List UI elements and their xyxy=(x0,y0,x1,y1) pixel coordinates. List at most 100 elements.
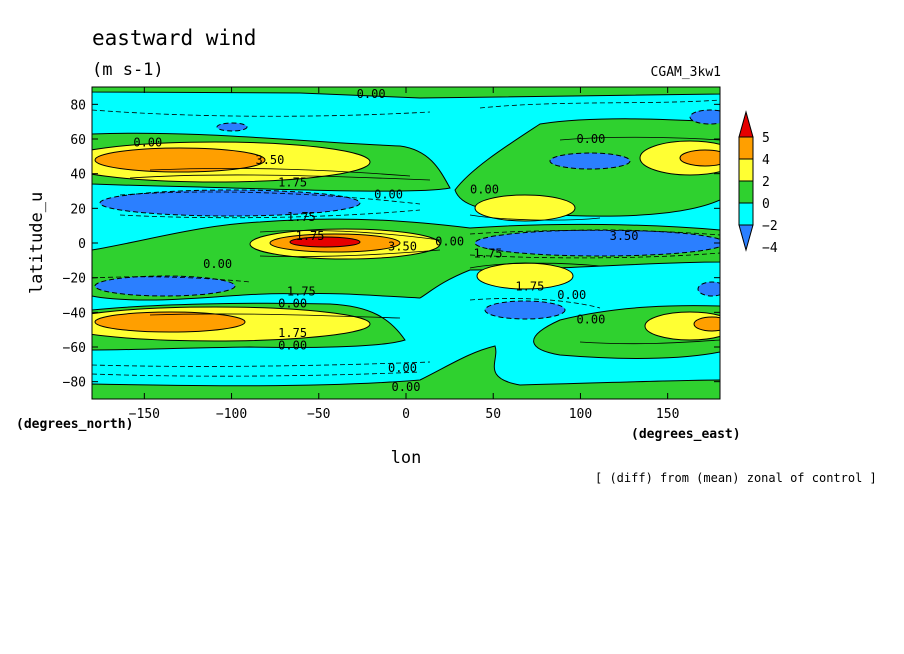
contour-label: 0.00 xyxy=(133,135,162,149)
sh-east-max xyxy=(693,316,720,332)
nh-west-max xyxy=(94,147,266,173)
contour-label: 3.50 xyxy=(388,239,417,253)
y-tick-label: 20 xyxy=(70,202,86,217)
south-pole-band xyxy=(92,345,720,399)
se-easterly xyxy=(697,281,720,297)
sh-west-max xyxy=(94,311,246,333)
y-tick-label: 80 xyxy=(70,98,86,113)
x-axis: −150 −100 −50 0 50 100 150 xyxy=(129,87,679,422)
contour-label: 1.75 xyxy=(287,285,316,299)
y-tick-label: −20 xyxy=(63,272,86,287)
contour-label: 3.50 xyxy=(610,229,639,243)
blue-regions xyxy=(94,109,720,320)
chart-title: eastward wind xyxy=(92,26,256,50)
contour-line xyxy=(469,262,601,269)
contour-line xyxy=(92,371,421,377)
colorbar-segment xyxy=(738,180,754,204)
x-tick-label: −150 xyxy=(129,407,160,422)
contour-labels: 0.000.003.501.750.001.751.753.500.001.75… xyxy=(133,87,638,394)
y-axis-label: latitude_u xyxy=(27,192,47,294)
model-label: CGAM_3kw1 xyxy=(651,65,721,80)
contour-line xyxy=(259,249,441,258)
contour-label: 1.75 xyxy=(296,229,325,243)
y-tick-label: 60 xyxy=(70,133,86,148)
contour-label: 0.00 xyxy=(435,234,464,248)
contour-label: 0.00 xyxy=(576,312,605,326)
chart-units: (m s-1) xyxy=(92,60,164,80)
thin-contours xyxy=(129,136,720,345)
contour-line xyxy=(119,209,421,219)
contour-line xyxy=(119,191,421,205)
contour-label: 0.00 xyxy=(278,297,307,311)
red-regions xyxy=(289,236,361,248)
x-tick-label: 0 xyxy=(402,407,410,422)
ne-easterly xyxy=(549,152,631,170)
contour-label: 0.00 xyxy=(557,288,586,302)
colorbar-bottom-arrow xyxy=(738,224,754,252)
contour-label: 0.00 xyxy=(278,338,307,352)
contour-label: 1.75 xyxy=(515,279,544,293)
colorbar-segment xyxy=(738,136,754,160)
colorbar-segment xyxy=(738,202,754,226)
y-axis: −80 −60 −40 −20 0 20 40 60 80 xyxy=(63,98,720,391)
ne-subtropical xyxy=(474,194,576,222)
colorbar-top-arrow xyxy=(738,110,754,138)
contour-line xyxy=(469,229,720,236)
contour-line xyxy=(559,136,720,141)
x-tick-label: 150 xyxy=(656,407,679,422)
colorbar-label: 2 xyxy=(762,175,770,190)
nh-high-lat xyxy=(216,122,248,132)
contour-line xyxy=(129,174,431,181)
contour-line xyxy=(469,214,601,221)
nh-east-max xyxy=(679,149,720,167)
ne-high-lat xyxy=(689,109,720,125)
contour-label: 0.00 xyxy=(388,361,417,375)
y-tick-label: −80 xyxy=(63,376,86,391)
colorbar-label: 5 xyxy=(762,131,770,146)
contour-line xyxy=(92,109,431,117)
contour-label: 3.50 xyxy=(255,153,284,167)
colorbar-label: 4 xyxy=(762,153,770,168)
x-tick-label: −100 xyxy=(216,407,247,422)
equatorial-easterly xyxy=(474,229,720,257)
y-tick-label: −40 xyxy=(63,306,86,321)
contour-line xyxy=(92,361,431,367)
contour-line xyxy=(469,298,601,309)
sh-easterly-west xyxy=(94,275,236,297)
colorbar-label: −2 xyxy=(762,219,778,234)
contour-label: 1.75 xyxy=(474,246,503,260)
sh-easterly-mid xyxy=(484,300,566,320)
contour-line xyxy=(149,167,411,177)
dashed-contours xyxy=(92,99,720,377)
x-tick-label: 50 xyxy=(485,407,501,422)
contour-line xyxy=(579,339,720,345)
contour-label: 1.75 xyxy=(278,175,307,189)
contour-label: 0.00 xyxy=(357,87,386,101)
contour-line xyxy=(469,252,720,259)
contour-label: 0.00 xyxy=(470,182,499,196)
y-tick-label: 40 xyxy=(70,168,86,183)
contour-label: 1.75 xyxy=(278,326,307,340)
x-tick-label: 100 xyxy=(569,407,592,422)
contour-line xyxy=(92,276,251,283)
sh-east-jet xyxy=(644,311,720,341)
contour-label: 0.00 xyxy=(392,380,421,394)
contour-line xyxy=(149,313,401,319)
colorbar-segment xyxy=(738,158,754,182)
colorbar: 5 4 2 0 −2 −4 xyxy=(738,110,778,256)
nh-easterly-west xyxy=(99,189,361,217)
y-units-label: (degrees_north) xyxy=(16,417,133,432)
contour-line xyxy=(259,230,441,241)
plot-area: 0.000.003.501.750.001.751.753.500.001.75… xyxy=(92,87,720,399)
colorbar-label: 0 xyxy=(762,197,770,212)
x-tick-label: −50 xyxy=(307,407,330,422)
contour-label: 0.00 xyxy=(374,187,403,201)
y-tick-label: 0 xyxy=(78,237,86,252)
equatorial-peak xyxy=(289,236,361,248)
contour-label: 0.00 xyxy=(203,257,232,271)
contour-line xyxy=(479,99,720,109)
x-axis-label: lon xyxy=(391,448,422,468)
colorbar-label: −4 xyxy=(762,241,778,256)
contour-label: 1.75 xyxy=(287,210,316,224)
